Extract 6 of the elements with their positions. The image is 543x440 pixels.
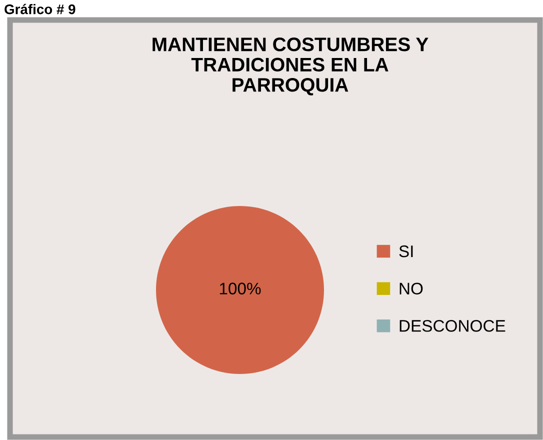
data-label: 100% — [220, 282, 261, 294]
legend-label: SI — [399, 245, 413, 258]
legend-label: NO — [400, 282, 423, 295]
chart-title: MANTIENEN COSTUMBRES Y TRADICIONES EN LA PARROQUIA — [152, 38, 428, 96]
legend-label: DESCONOCE — [400, 320, 506, 332]
text: Gráfico # 9 — [4, 4, 76, 14]
